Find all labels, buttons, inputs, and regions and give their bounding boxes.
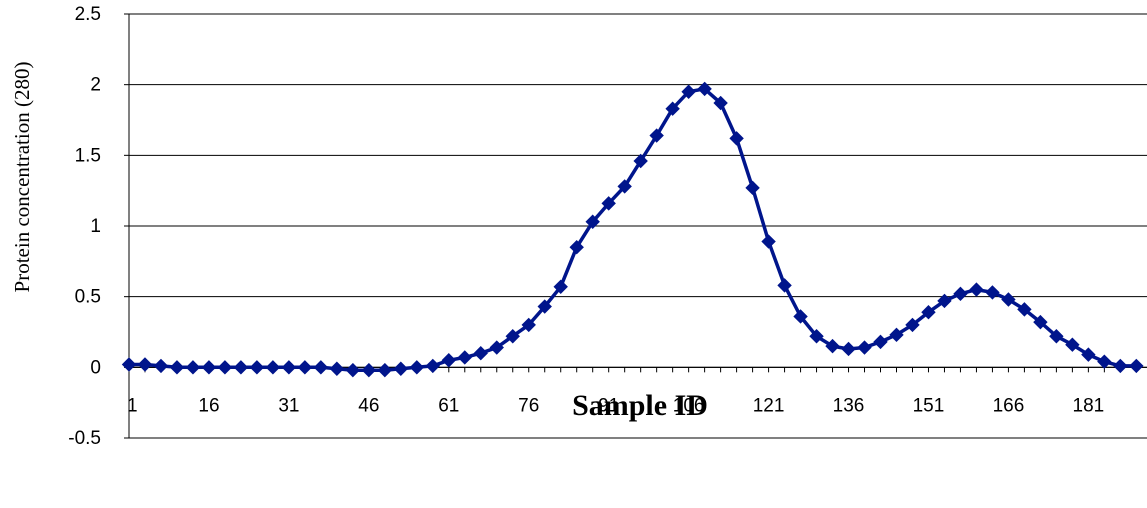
data-point <box>713 95 728 111</box>
x-tick-label: 106 <box>673 395 705 416</box>
data-point <box>889 327 904 343</box>
data-point <box>297 360 313 375</box>
x-tick-label: 136 <box>833 395 865 416</box>
data-point <box>377 362 393 378</box>
data-point <box>1097 354 1112 369</box>
data-point <box>921 305 936 320</box>
x-tick-label: 76 <box>518 395 539 416</box>
data-point <box>1049 329 1064 344</box>
data-point <box>857 340 872 355</box>
data-point <box>825 338 840 354</box>
data-point <box>249 360 265 375</box>
data-point <box>601 196 616 211</box>
data-point <box>1065 337 1080 352</box>
data-point <box>697 81 712 97</box>
x-tick-label: 31 <box>278 395 299 416</box>
data-point <box>777 278 792 293</box>
x-tick-label: 1 <box>127 395 138 416</box>
x-tick-label: 16 <box>198 395 219 416</box>
data-point <box>521 317 536 333</box>
y-tick-label: 1.5 <box>75 145 101 166</box>
x-tick-label: 121 <box>753 395 785 416</box>
y-axis-title: Protein concentration (280) <box>10 62 34 293</box>
data-point <box>729 131 744 146</box>
x-axis-title: Sample ID <box>572 389 708 422</box>
data-point <box>953 286 968 302</box>
data-point <box>1081 347 1096 362</box>
data-point <box>265 360 281 375</box>
data-point <box>1017 302 1032 317</box>
data-point <box>185 360 201 375</box>
data-point <box>137 357 153 372</box>
data-point <box>425 358 441 374</box>
data-point <box>585 214 600 229</box>
data-point <box>233 360 249 375</box>
data-point <box>537 299 552 314</box>
y-tick-labels: -0.5 0 0.5 1 1.5 2 2.5 <box>68 4 101 449</box>
data-point <box>569 239 584 255</box>
data-point <box>761 234 776 249</box>
data-point <box>457 350 472 365</box>
data-point <box>905 317 920 333</box>
y-tick-label: 0 <box>90 357 101 378</box>
data-point <box>1129 358 1144 374</box>
x-tick-label: 166 <box>993 395 1025 416</box>
data-point <box>681 84 696 99</box>
data-point <box>345 362 361 378</box>
y-tick-label: 0.5 <box>75 287 101 308</box>
series-layer <box>121 81 1144 378</box>
y-tick-label: -0.5 <box>68 428 101 449</box>
data-point <box>841 341 856 357</box>
data-point <box>809 329 824 344</box>
x-tick-label: 181 <box>1073 395 1105 416</box>
data-point <box>745 180 760 196</box>
data-point <box>121 357 137 372</box>
gridlines <box>129 13 1147 439</box>
y-tick-label: 2.5 <box>75 4 101 25</box>
data-point <box>361 362 377 378</box>
x-tick-label: 61 <box>438 395 459 416</box>
y-tick-label: 1 <box>90 216 101 237</box>
data-point <box>665 101 680 116</box>
data-point <box>313 360 329 375</box>
y-tick-label: 2 <box>90 75 101 96</box>
data-point <box>793 309 808 324</box>
data-point <box>633 153 648 169</box>
data-point <box>937 293 952 309</box>
data-point <box>649 128 664 143</box>
data-point <box>489 340 504 355</box>
x-tick-label: 151 <box>913 395 945 416</box>
x-tick-label: 46 <box>358 395 379 416</box>
data-point <box>969 282 984 297</box>
data-point <box>473 345 488 361</box>
data-point <box>873 334 888 350</box>
data-point <box>505 329 520 344</box>
data-point <box>1033 314 1048 330</box>
x-tick-label: 91 <box>598 395 619 416</box>
data-point <box>409 360 425 375</box>
data-point <box>217 360 233 375</box>
data-point <box>553 279 568 294</box>
data-point <box>281 360 297 375</box>
data-point <box>1001 292 1016 307</box>
series-line <box>129 87 1137 372</box>
data-point <box>1113 358 1128 374</box>
data-point <box>169 360 185 375</box>
data-point <box>617 179 632 194</box>
data-point <box>329 361 345 376</box>
x-tick-labels: 1 16 31 46 61 76 91 106 121 136 151 166 181 <box>127 395 1104 416</box>
data-point <box>441 353 456 368</box>
data-point <box>393 361 409 376</box>
data-point <box>153 358 169 374</box>
data-point <box>201 360 217 375</box>
data-point <box>985 285 1000 300</box>
